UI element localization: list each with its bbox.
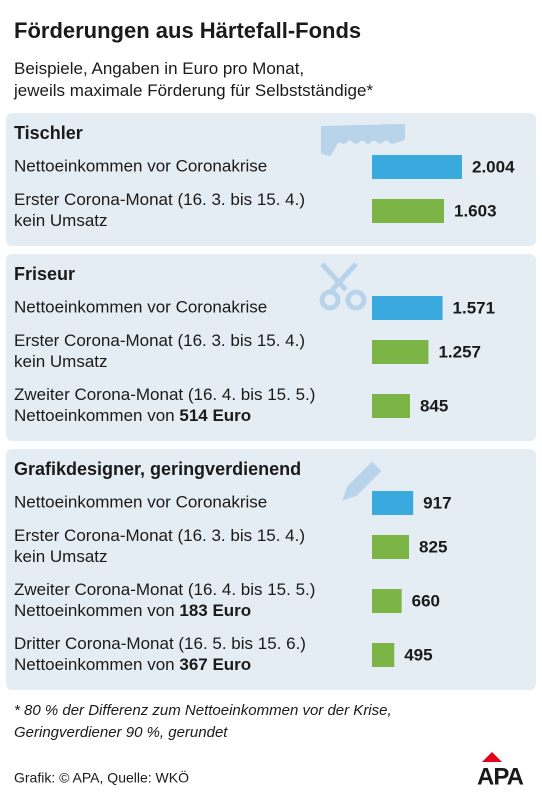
category-label: Nettoeinkommen vor Coronakrise [14,156,267,175]
footnote: * 80 % der Differenz zum Nettoeinkommen … [14,702,392,741]
value-label: 917 [423,493,451,512]
bar [372,155,462,179]
value-label: 1.571 [453,298,496,317]
category-label: Erster Corona-Monat (16. 3. bis 15. 4.) k… [14,331,305,371]
category-label: Nettoeinkommen vor Coronakrise [14,297,267,316]
logo: APA [477,763,524,790]
logo-triangle [482,752,502,762]
panel-title: Grafikdesigner, geringverdienend [14,459,301,479]
panel-icon [321,123,405,157]
bar [372,589,402,613]
bar [372,394,410,418]
value-label: 1.603 [454,201,497,220]
category-label: Erster Corona-Monat (16. 3. bis 15. 4.) k… [14,526,305,566]
panel-title: Tischler [14,123,83,143]
bar [372,643,395,667]
source: Grafik: © APA, Quelle: WKÖ [14,769,189,786]
category-label: Zweiter Corona-Monat (16. 4. bis 15. 5.)… [14,385,315,425]
panel-background [6,449,536,690]
category-label: Nettoeinkommen vor Coronakrise [14,492,267,511]
value-label: 1.257 [438,342,481,361]
title: Förderungen aus Härtefall-Fonds [14,18,361,43]
bar [372,199,444,223]
bar [372,340,429,364]
bar [372,535,410,559]
category-label: Dritter Corona-Monat (16. 5. bis 15. 6.)… [14,634,306,674]
value-label: 660 [412,591,440,610]
value-label: 2.004 [472,157,515,176]
bar [372,296,443,320]
subtitle: Beispiele, Angaben in Euro pro Monat, jew… [13,59,373,100]
value-label: 495 [404,645,432,664]
value-label: 825 [419,537,447,556]
category-label: Zweiter Corona-Monat (16. 4. bis 15. 5.)… [14,580,315,620]
panel-icon [342,461,382,501]
category-label: Erster Corona-Monat (16. 3. bis 15. 4.) k… [14,190,305,230]
panel: Grafikdesigner, geringverdienend Nettoein… [6,449,536,690]
panel-icon [319,262,367,311]
bar [372,491,414,515]
value-label: 845 [420,396,448,415]
panel: Tischler Nettoeinkommen vor Coronakrise Er… [6,113,536,246]
panel-title: Friseur [14,264,75,284]
